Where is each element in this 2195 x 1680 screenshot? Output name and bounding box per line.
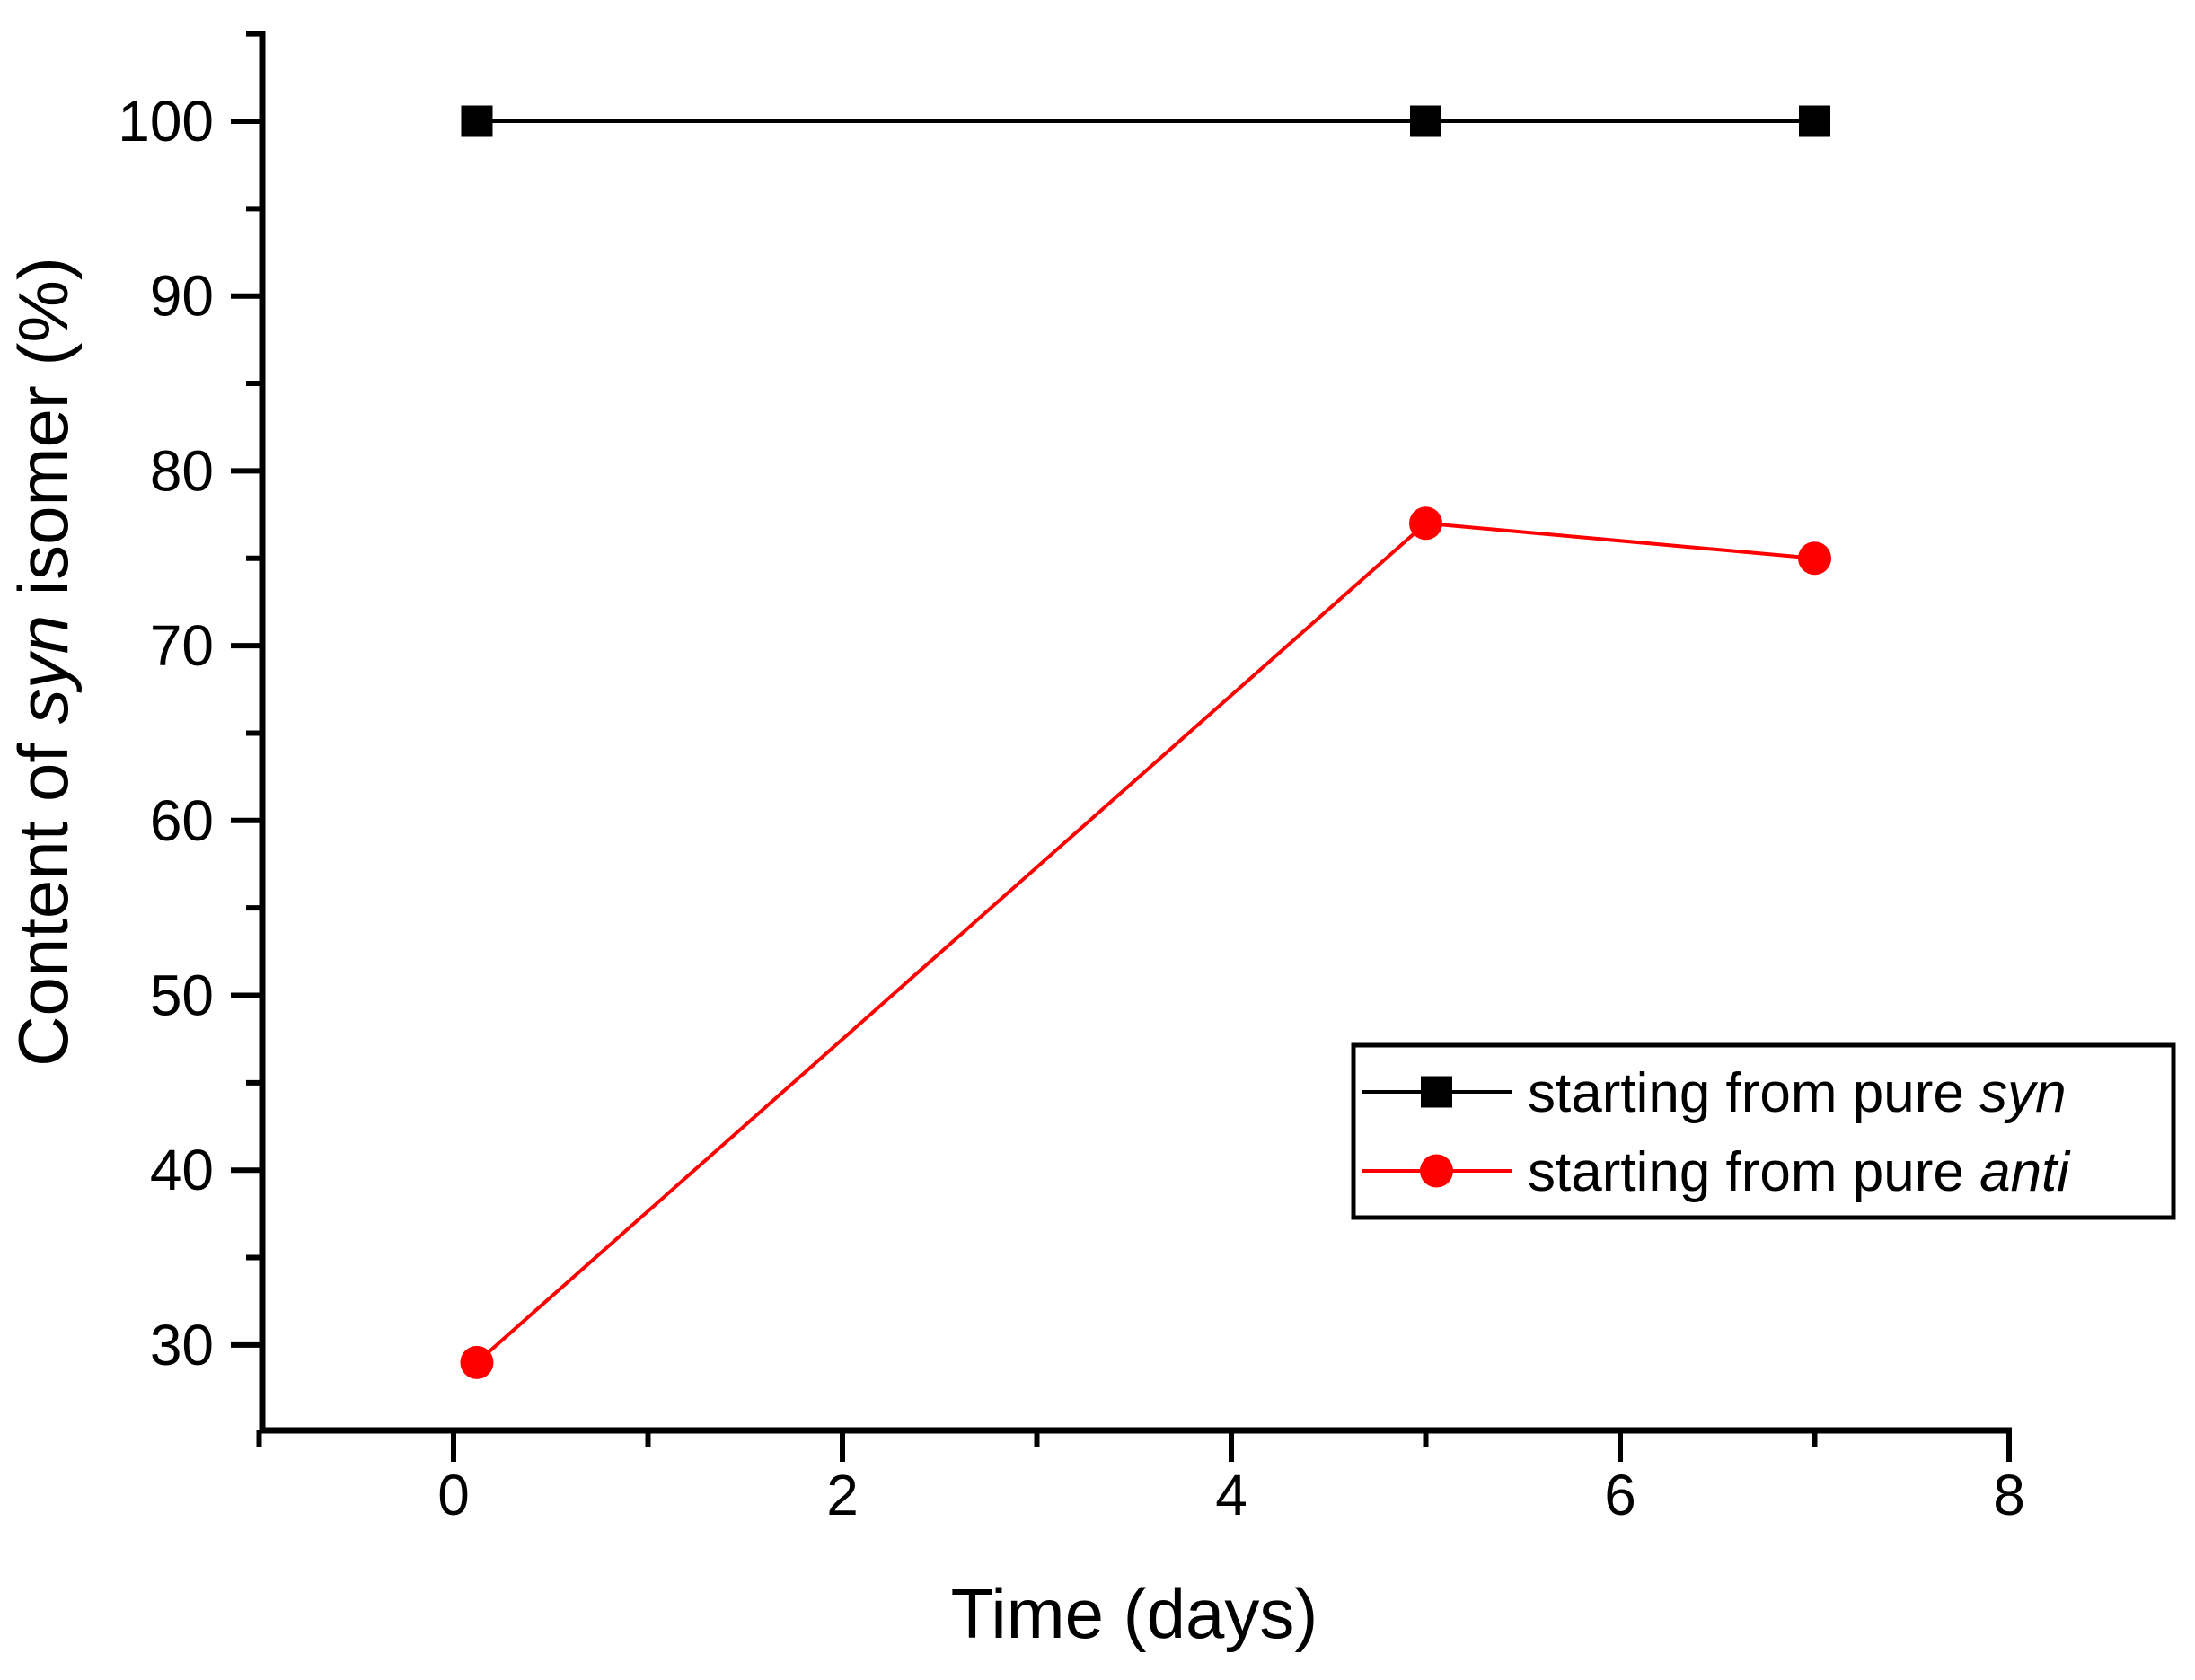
x-axis-title: Time (days) [951,1574,1318,1653]
data-point-circle [460,1345,494,1379]
legend: starting from pure syn starting from pur… [1351,1042,2176,1220]
y-tick-label: 70 [150,613,214,678]
series-line-anti [475,521,1815,1364]
legend-marker-circle [1420,1154,1453,1188]
data-point-square [1799,105,1830,137]
data-point-circle [1798,541,1831,576]
y-tick-label: 30 [150,1313,214,1377]
x-tick-label: 8 [1993,1463,2025,1527]
data-series [460,105,1831,1379]
x-tick-label: 6 [1604,1463,1636,1527]
legend-label-anti: starting from pure anti [1528,1141,2071,1203]
y-tick-label: 80 [150,438,214,503]
data-point-circle [1409,506,1442,541]
data-point-square [461,105,493,137]
x-tick-label: 2 [826,1463,859,1527]
legend-box [1351,1042,2176,1220]
y-axis-title: Content of syn isomer (%) [4,257,83,1067]
legend-label-syn: starting from pure syn [1528,1062,2067,1124]
y-tick-label: 90 [150,264,214,329]
x-tick-label: 4 [1215,1463,1247,1527]
y-tick-label: 60 [150,788,214,853]
y-tick-label: 40 [150,1138,214,1202]
y-tick-label: 100 [118,89,214,154]
data-point-square [1410,105,1441,137]
axes: 30 40 50 60 70 80 90 100 0 2 4 6 8 [118,31,2025,1527]
y-tick-label: 50 [150,963,214,1028]
legend-marker-square [1421,1076,1452,1108]
x-tick-label: 0 [437,1463,470,1527]
